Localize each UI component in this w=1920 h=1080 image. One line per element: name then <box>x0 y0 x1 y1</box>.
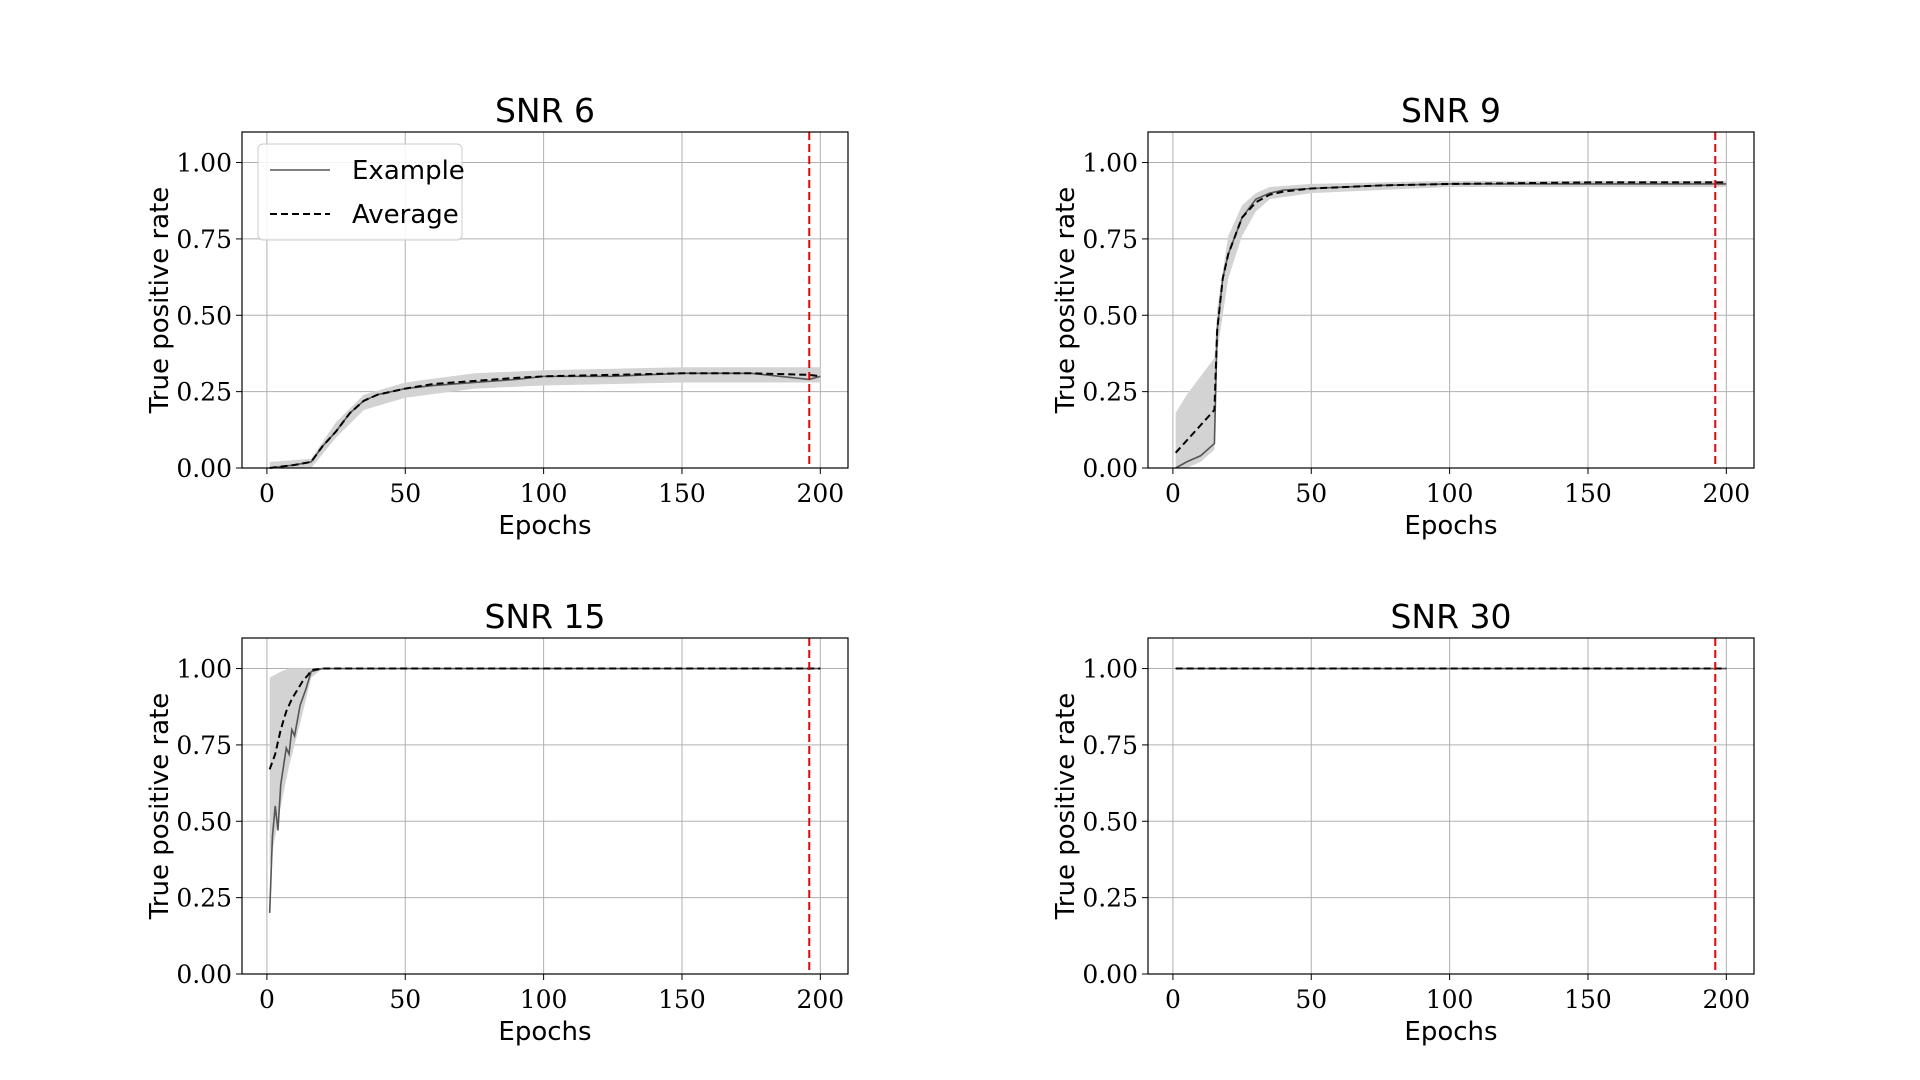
x-tick-label-1: 50 <box>1295 479 1327 508</box>
series-line-example <box>1175 183 1727 469</box>
x-tick-label-3: 150 <box>658 479 706 508</box>
y-tick-label-3: 0.75 <box>1082 731 1138 760</box>
x-tick-label-4: 200 <box>1702 985 1750 1014</box>
plot-frame <box>1147 637 1755 975</box>
x-tick-label-2: 100 <box>520 985 568 1014</box>
y-tick-label-3: 0.75 <box>176 731 232 760</box>
x-tick-label-3: 150 <box>1564 985 1612 1014</box>
legend-average-label: Average <box>352 200 459 230</box>
x-tick-label-0: 0 <box>1165 479 1181 508</box>
x-tick-label-4: 200 <box>1702 479 1750 508</box>
y-tick-label-4: 1.00 <box>176 655 232 684</box>
x-tick-label-0: 0 <box>1165 985 1181 1014</box>
series-line-example <box>268 667 821 913</box>
y-tick-label-2: 0.50 <box>176 301 232 330</box>
y-axis-label: True positive rate <box>145 693 175 921</box>
y-tick-label-0: 0.00 <box>1082 960 1138 989</box>
y-tick-label-1: 0.25 <box>1082 884 1138 913</box>
y-tick-label-0: 0.00 <box>176 960 232 989</box>
y-tick-label-4: 1.00 <box>176 149 232 178</box>
plot-frame <box>241 637 849 975</box>
chart-title: SNR 6 <box>495 91 595 130</box>
x-tick-label-2: 100 <box>1426 985 1474 1014</box>
x-tick-label-4: 200 <box>796 985 844 1014</box>
y-tick-label-1: 0.25 <box>1082 378 1138 407</box>
y-tick-label-4: 1.00 <box>1082 149 1138 178</box>
y-axis-label: True positive rate <box>145 187 175 415</box>
runs-band <box>1175 180 1727 468</box>
y-tick-label-1: 0.25 <box>176 378 232 407</box>
x-tick-label-2: 100 <box>1426 479 1474 508</box>
plot-frame <box>241 131 849 469</box>
x-tick-label-3: 150 <box>1564 479 1612 508</box>
y-tick-label-1: 0.25 <box>176 884 232 913</box>
y-axis-label: True positive rate <box>1051 693 1081 921</box>
y-tick-label-0: 0.00 <box>176 454 232 483</box>
y-tick-label-4: 1.00 <box>1082 655 1138 684</box>
y-tick-label-2: 0.50 <box>1082 301 1138 330</box>
x-axis-label: Epochs <box>1404 511 1497 541</box>
y-tick-label-2: 0.50 <box>1082 807 1138 836</box>
x-tick-label-1: 50 <box>389 985 421 1014</box>
legend-example-label: Example <box>352 156 465 186</box>
y-tick-label-3: 0.75 <box>176 225 232 254</box>
x-axis-label: Epochs <box>498 511 591 541</box>
series-line-average <box>268 667 821 770</box>
plot-frame <box>1147 131 1755 469</box>
chart-title: SNR 15 <box>484 597 605 636</box>
runs-band <box>269 668 821 868</box>
x-tick-label-0: 0 <box>259 985 275 1014</box>
y-tick-label-0: 0.00 <box>1082 454 1138 483</box>
chart-title: SNR 9 <box>1401 91 1501 130</box>
legend-box <box>257 143 463 241</box>
y-axis-label: True positive rate <box>1051 187 1081 415</box>
series-line-average <box>1174 181 1727 454</box>
x-axis-label: Epochs <box>498 1017 591 1047</box>
chart-panel-2: 0 50 100 150 200 0.00 0.25 0.50 0.75 1.00 SNR 9 Epo… <box>1051 91 1755 541</box>
chart-panel-3: 0 50 100 150 200 0.00 0.25 0.50 0.75 1.00 SNR 15 Ep… <box>145 597 849 1047</box>
x-tick-label-1: 50 <box>389 479 421 508</box>
chart-title: SNR 30 <box>1390 597 1511 636</box>
x-tick-label-1: 50 <box>1295 985 1327 1014</box>
runs-band <box>269 367 821 468</box>
x-tick-label-4: 200 <box>796 479 844 508</box>
x-tick-label-3: 150 <box>658 985 706 1014</box>
chart-panel-4: 0 50 100 150 200 0.00 0.25 0.50 0.75 1.00 SNR 30 Ep… <box>1051 597 1755 1047</box>
x-tick-label-0: 0 <box>259 479 275 508</box>
x-axis-label: Epochs <box>1404 1017 1497 1047</box>
series-line-average <box>269 372 821 469</box>
chart-panel-1: 0 50 100 150 200 0.00 0.25 0.50 0.75 1.00 SNR 6 Epo… <box>145 91 849 541</box>
y-tick-label-2: 0.50 <box>176 807 232 836</box>
y-tick-label-3: 0.75 <box>1082 225 1138 254</box>
x-tick-label-2: 100 <box>520 479 568 508</box>
legend: Example Average <box>257 143 465 241</box>
